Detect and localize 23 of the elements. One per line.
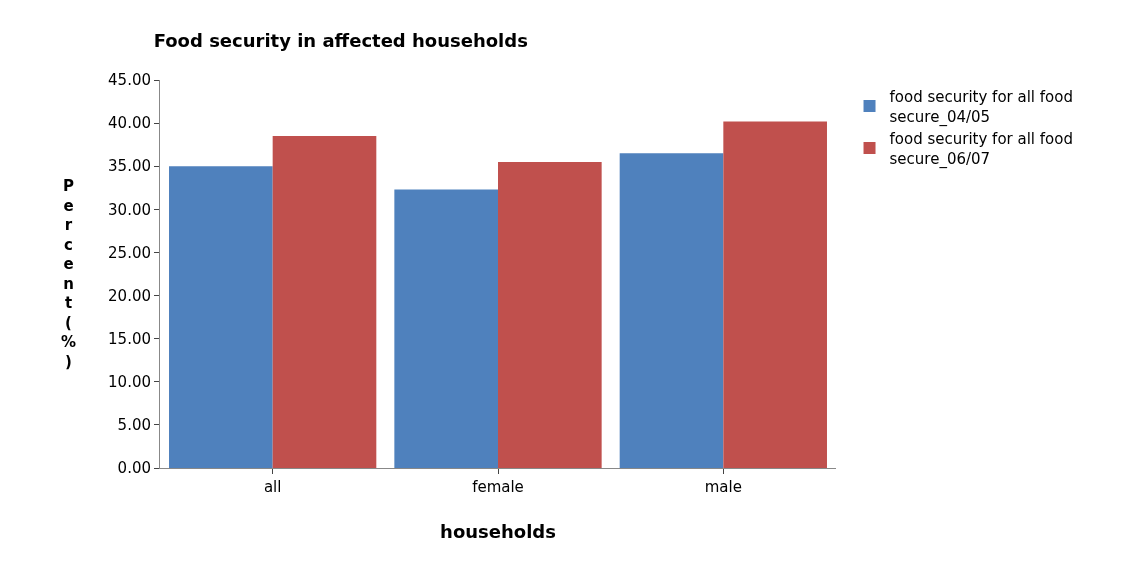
bar bbox=[272, 136, 377, 468]
chart-title: Food security in affected households bbox=[153, 30, 528, 52]
y-tick-label: 45.00 bbox=[108, 71, 151, 90]
y-tick-label: 20.00 bbox=[108, 286, 151, 305]
x-tick-label: male bbox=[704, 478, 742, 496]
text: Percent (%) bbox=[61, 177, 77, 371]
y-tick-label: 40.00 bbox=[108, 114, 151, 133]
bar bbox=[394, 189, 498, 468]
y-tick-label: 35.00 bbox=[108, 157, 151, 176]
x-tick-label: female bbox=[472, 478, 524, 496]
y-tick-label: 30.00 bbox=[108, 200, 151, 219]
y-tick-label: 5.00 bbox=[117, 416, 151, 435]
x-axis-title: households bbox=[440, 521, 556, 543]
bar bbox=[498, 161, 602, 468]
y-tick-label: 10.00 bbox=[108, 373, 151, 392]
x-tick-label: all bbox=[263, 478, 282, 496]
y-tick-label: 0.00 bbox=[117, 459, 151, 478]
bar bbox=[723, 121, 827, 468]
y-tick-label: 25.00 bbox=[108, 243, 151, 262]
legend-label: food security for all food secure_06/07 bbox=[889, 130, 1073, 169]
bar bbox=[619, 153, 724, 468]
y-tick-label: 15.00 bbox=[108, 329, 151, 348]
bar bbox=[169, 166, 273, 468]
